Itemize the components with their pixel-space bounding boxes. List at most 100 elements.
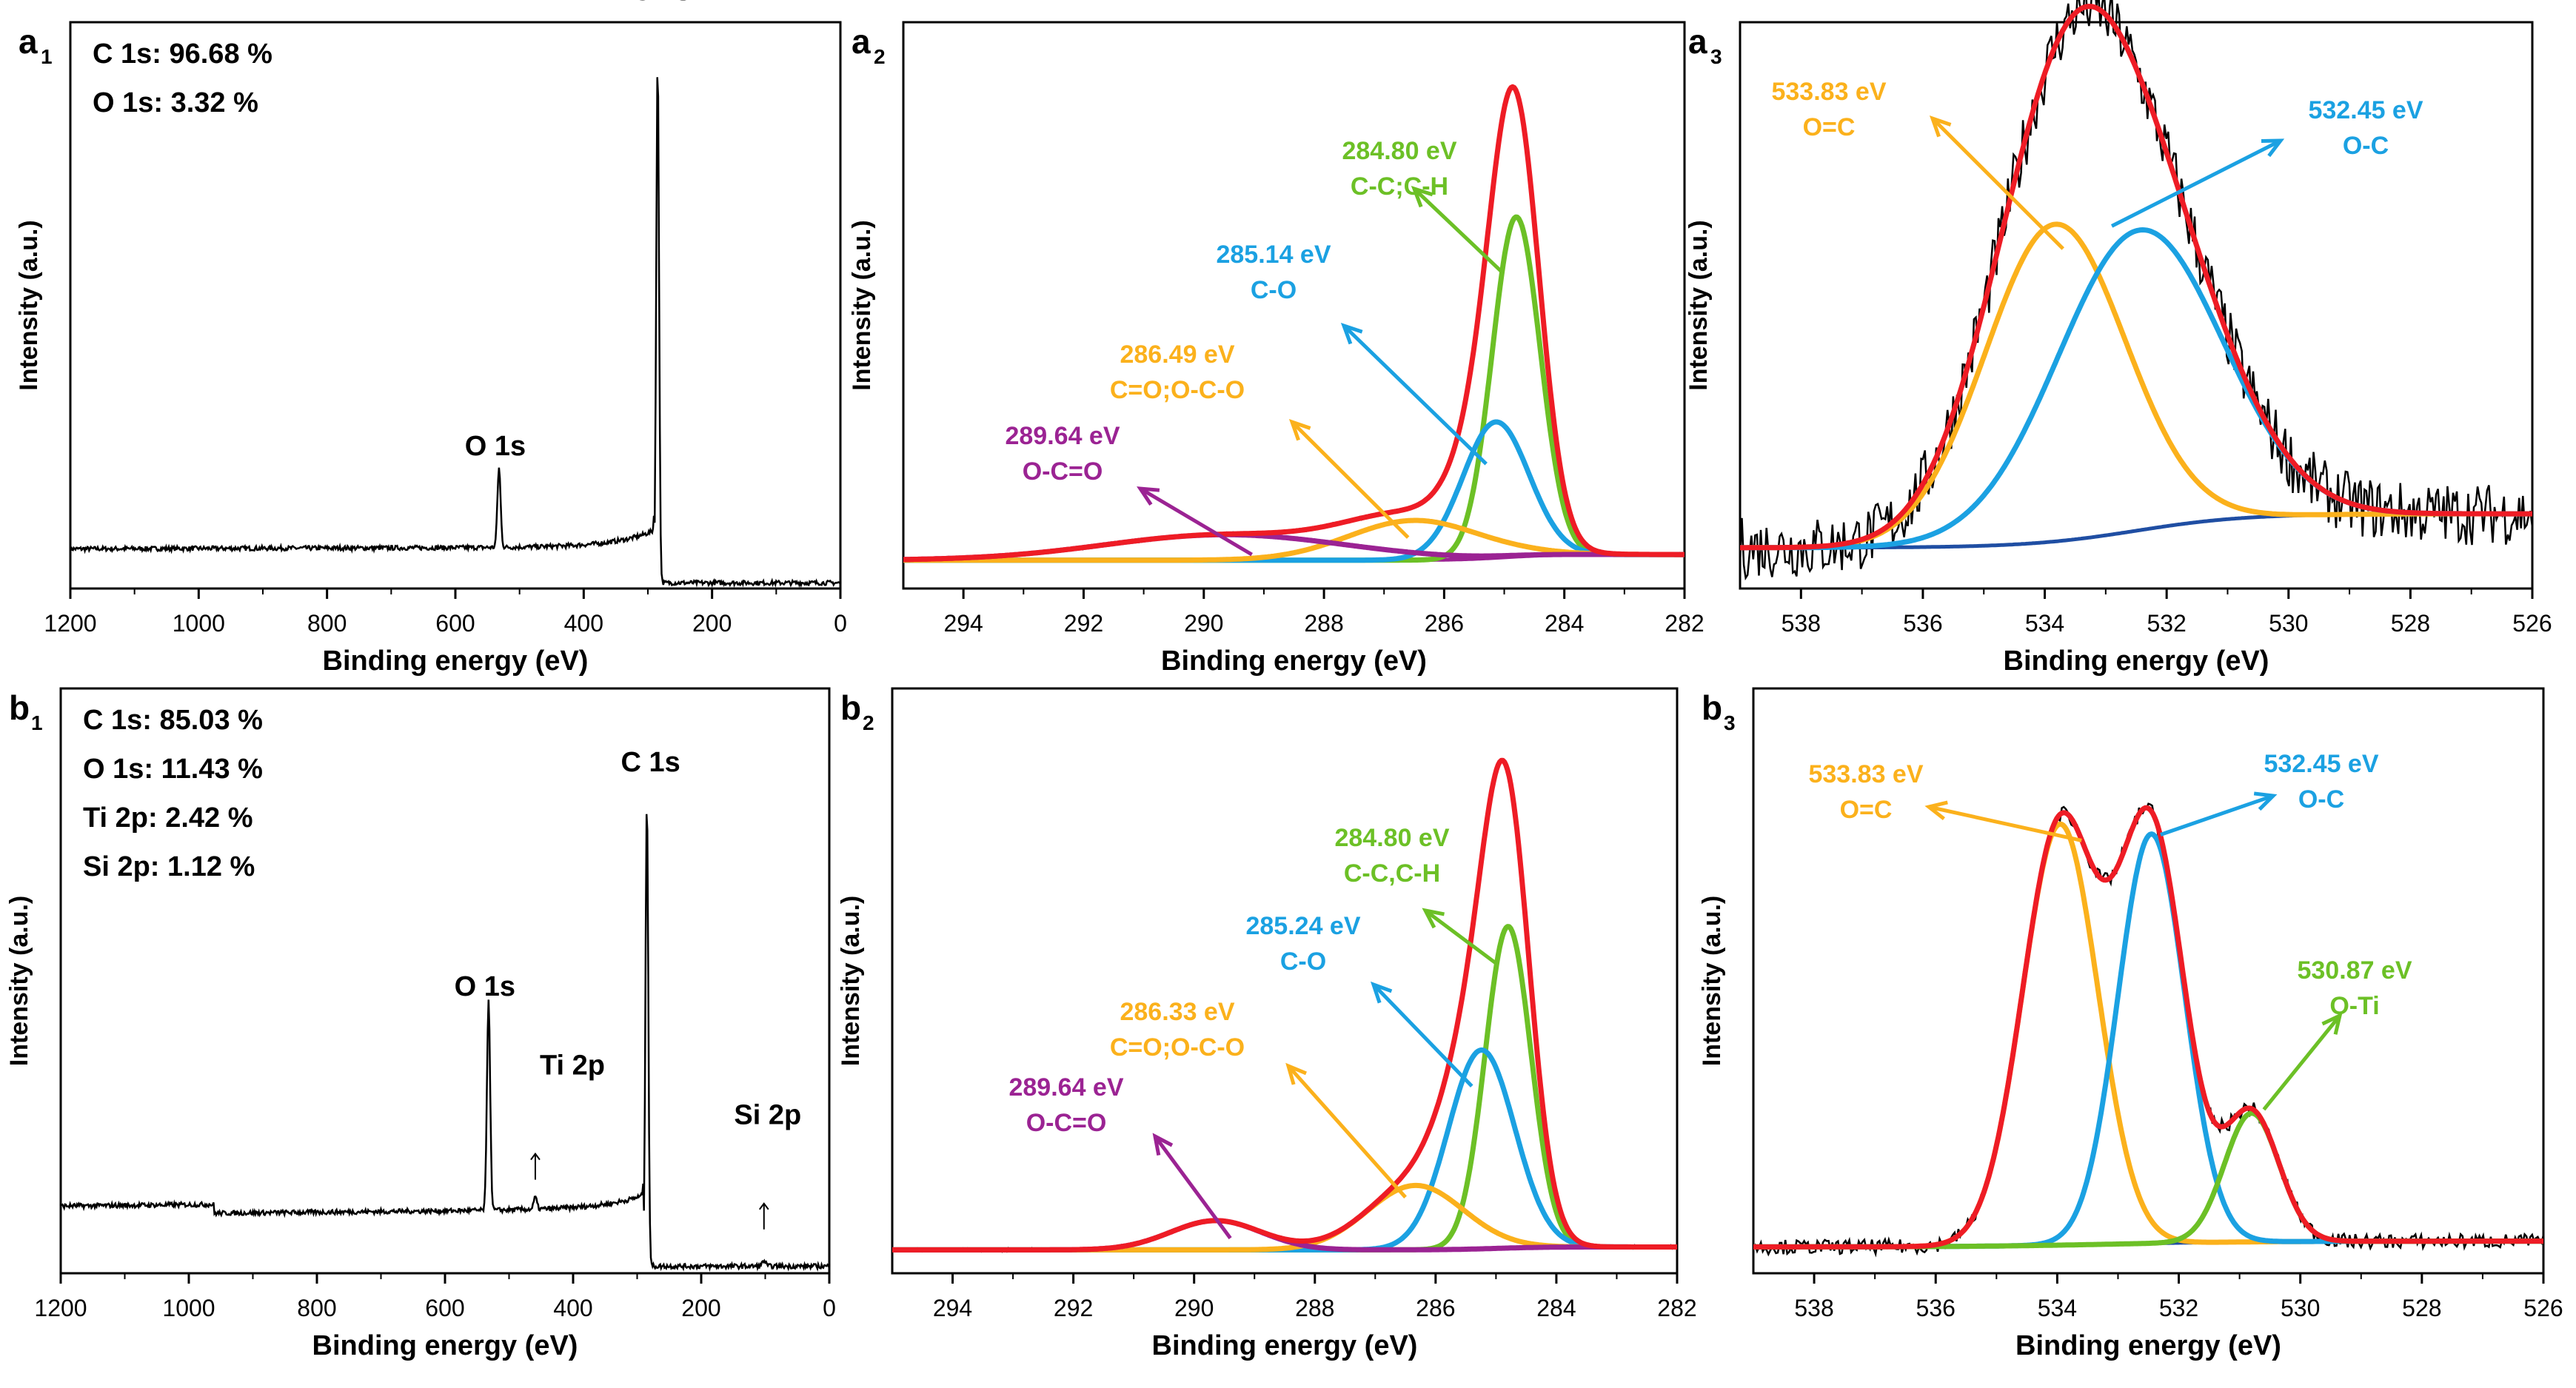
- fit-arrowhead: [1288, 418, 1311, 441]
- fit-name-label: C=O;O-C-O: [1110, 1033, 1245, 1062]
- fit-energy-label: 533.83 eV: [1808, 760, 1923, 788]
- panel-label: b: [840, 688, 861, 727]
- fit-arrowhead: [1285, 1062, 1307, 1085]
- panel-label: a: [19, 22, 38, 61]
- x-tick-label: 286: [1416, 1295, 1455, 1321]
- panel-sublabel: 3: [1724, 711, 1736, 734]
- fit-name-label: C-O: [1280, 948, 1326, 976]
- composition-label: C 1s: 96.68 %: [93, 38, 272, 70]
- fit-name-label: C-C;C-H: [1351, 172, 1448, 201]
- panel-label: a: [1688, 22, 1707, 61]
- panel-label: a: [852, 22, 871, 61]
- x-tick-label: 1200: [44, 610, 96, 637]
- fit-arrow: [1413, 187, 1503, 273]
- fit-energy-label: 284.80 eV: [1334, 824, 1449, 852]
- x-tick-label: 282: [1657, 1295, 1696, 1321]
- fit-arrowhead: [1924, 800, 1948, 821]
- panel-a1: 1200 1000 800 600 400 200 0 Binding energy (eV)…: [15, 0, 847, 677]
- fit-name-label: C=O;O-C-O: [1110, 376, 1245, 404]
- x-axis-label: Binding energy (eV): [323, 646, 589, 677]
- panel-sublabel: 2: [863, 711, 874, 734]
- fit-arrowhead: [1371, 981, 1393, 1004]
- x-tick-label: 284: [1536, 1295, 1576, 1321]
- x-tick-label: 288: [1295, 1295, 1334, 1321]
- y-axis-label: Intensity (a.u.): [5, 896, 33, 1066]
- peak-label: Si 2p: [734, 1100, 801, 1131]
- fit-energy-label: 284.80 eV: [1342, 137, 1456, 165]
- fit-arrowhead: [1152, 1133, 1174, 1156]
- fit-arrow: [1153, 1135, 1232, 1240]
- x-tick-label: 538: [1794, 1295, 1833, 1321]
- peak-arrowhead: [530, 1152, 541, 1161]
- fit-arrow: [2262, 1014, 2341, 1111]
- fit-envelope: [1752, 805, 2545, 1250]
- fit-energy-label: 286.33 eV: [1120, 998, 1234, 1026]
- peak-label: Ti 2p: [540, 1050, 605, 1081]
- fit-arrow: [1928, 805, 2082, 842]
- x-tick-label: 294: [933, 1295, 972, 1321]
- fit-component-orange: [1752, 821, 2545, 1250]
- fit-arrowhead: [2253, 791, 2278, 811]
- plot-frame: [891, 687, 1679, 1275]
- x-tick-label: 526: [2523, 1295, 2563, 1321]
- x-tick-label: 294: [943, 610, 983, 637]
- fit-name-label: O-C: [2298, 785, 2344, 814]
- peak-arrowhead: [758, 1202, 769, 1210]
- x-tick-label: 200: [681, 1295, 720, 1321]
- raw-spectrum: [903, 86, 1685, 563]
- fit-arrowhead: [2321, 1012, 2343, 1035]
- x-tick-label: 292: [1054, 1295, 1093, 1321]
- fit-component-orange: [902, 517, 1686, 563]
- composition-label: O 1s: 11.43 %: [83, 754, 263, 785]
- fit-name-label: O-C: [2343, 132, 2389, 160]
- composition-label: Ti 2p: 2.42 %: [83, 802, 253, 834]
- fit-energy-label: 532.45 eV: [2308, 96, 2423, 124]
- fit-arrowhead: [1929, 115, 1952, 138]
- composition-label: O 1s: 3.32 %: [93, 87, 258, 118]
- fit-component-blue: [1752, 831, 2545, 1250]
- fit-name-label: O=C: [1840, 796, 1893, 824]
- x-tick-label: 532: [2147, 610, 2186, 637]
- panel-b3: 538 536 534 532 530 528 526 Binding energy (eV)…: [1698, 687, 2563, 1361]
- raw-spectrum: [891, 758, 1678, 1253]
- x-tick-label: 528: [2391, 610, 2430, 637]
- x-tick-label: 200: [692, 610, 732, 637]
- y-axis-label: Intensity (a.u.): [837, 896, 865, 1066]
- panel-b2: 294 292 290 288 286 284 282 Binding energy (eV)…: [837, 687, 1697, 1361]
- fit-name-label: O-C=O: [1023, 457, 1103, 486]
- fit-envelope: [1739, 4, 2534, 551]
- panel-label: b: [9, 688, 30, 727]
- x-axis-label: Binding energy (eV): [1161, 646, 1427, 677]
- fit-arrow: [1931, 117, 2064, 250]
- x-tick-label: 800: [307, 610, 347, 637]
- panel-sublabel: 1: [31, 711, 43, 734]
- panel-sublabel: 3: [1710, 45, 1722, 68]
- panel-a3: 538 536 534 532 530 528 526 Binding energy (eV)…: [1685, 0, 2552, 677]
- panel-sublabel: 2: [874, 45, 886, 68]
- fit-energy-label: 289.64 eV: [1005, 422, 1120, 450]
- fit-energy-label: 532.45 eV: [2264, 750, 2378, 778]
- fit-name-label: C-O: [1251, 276, 1297, 304]
- x-tick-label: 530: [2281, 1295, 2320, 1321]
- x-tick-label: 528: [2402, 1295, 2441, 1321]
- y-axis-label: Intensity (a.u.): [15, 220, 43, 390]
- x-tick-label: 600: [435, 610, 475, 637]
- fit-arrow: [2110, 138, 2282, 228]
- x-tick-label: 1000: [162, 1295, 215, 1321]
- survey-spectrum: [60, 814, 831, 1273]
- x-tick-label: 532: [2159, 1295, 2198, 1321]
- fit-arrow: [1139, 486, 1253, 557]
- fit-arrow: [1342, 324, 1488, 466]
- fit-name-label: O=C: [1803, 113, 1856, 141]
- x-axis-label: Binding energy (eV): [2004, 646, 2269, 677]
- fit-arrow: [1287, 1065, 1407, 1198]
- x-tick-label: 538: [1782, 610, 1821, 637]
- fit-energy-label: 286.49 eV: [1120, 341, 1234, 369]
- y-axis-label: Intensity (a.u.): [1698, 896, 1726, 1066]
- x-tick-label: 288: [1304, 610, 1343, 637]
- fit-energy-label: 285.24 eV: [1245, 912, 1360, 940]
- peak-label: O 1s: [455, 971, 515, 1002]
- x-axis-label: Binding energy (eV): [2015, 1330, 2281, 1361]
- x-tick-label: 536: [1916, 1295, 1956, 1321]
